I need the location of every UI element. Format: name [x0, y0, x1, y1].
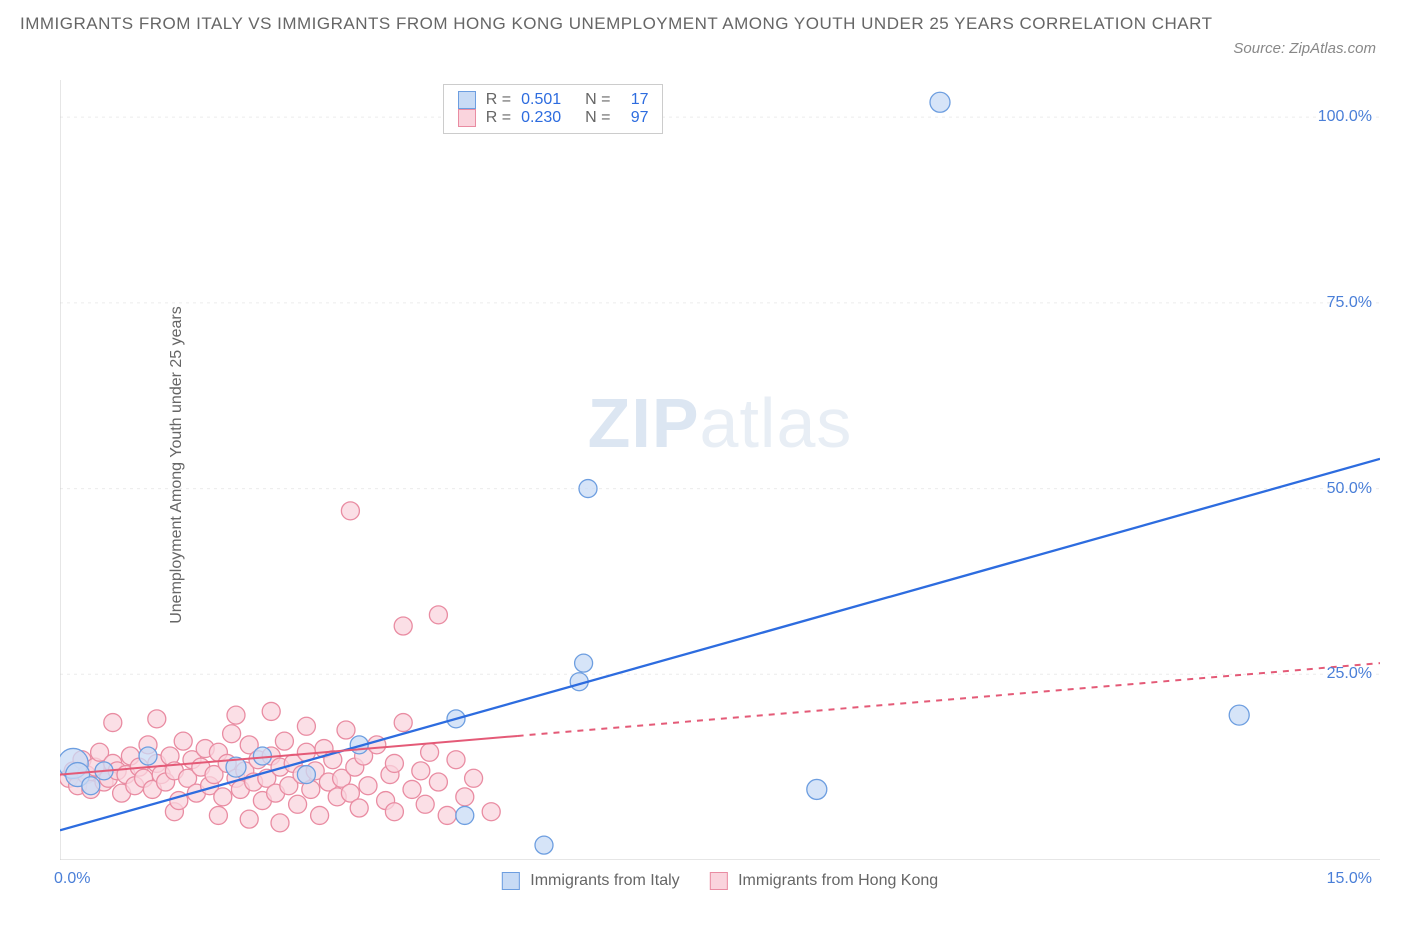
source-attribution: Source: ZipAtlas.com: [1233, 40, 1376, 57]
plot-area: ZIPatlas R =0.501N =17R =0.230N =97 Immi…: [60, 80, 1380, 860]
stat-r-label: R =: [486, 109, 511, 127]
legend-item-italy: Immigrants from Italy: [502, 872, 680, 890]
y-tick-label: 25.0%: [1327, 665, 1372, 683]
x-axis-min-label: 0.0%: [54, 870, 90, 888]
stat-r-value: 0.230: [521, 109, 575, 127]
y-tick-label: 75.0%: [1327, 294, 1372, 312]
y-tick-label: 50.0%: [1327, 480, 1372, 498]
chart-svg: [60, 80, 1380, 860]
stat-n-value: 17: [620, 91, 648, 109]
y-tick-label: 100.0%: [1318, 108, 1372, 126]
stat-legend: R = 0.501 N = 17 R = 0.230 N = 97: [443, 84, 664, 134]
x-axis-legend: Immigrants from Italy Immigrants from Ho…: [502, 872, 938, 890]
stat-legend-row: R = 0.230 N = 97: [458, 109, 649, 127]
stat-n-value: 97: [620, 109, 648, 127]
x-axis-max-label: 15.0%: [1327, 870, 1372, 888]
legend-swatch-italy: [502, 872, 520, 890]
legend-label-hongkong: Immigrants from Hong Kong: [738, 872, 938, 889]
legend-item-hongkong: Immigrants from Hong Kong: [710, 872, 939, 890]
source-name: ZipAtlas.com: [1289, 40, 1376, 57]
stat-r-value: 0.501: [521, 91, 575, 109]
stat-legend-row: R = 0.501 N = 17: [458, 91, 649, 109]
stat-n-label: N =: [585, 109, 610, 127]
stat-legend-swatch: [458, 91, 476, 109]
legend-label-italy: Immigrants from Italy: [530, 872, 679, 889]
chart-title: IMMIGRANTS FROM ITALY VS IMMIGRANTS FROM…: [20, 10, 1376, 39]
legend-swatch-hongkong: [710, 872, 728, 890]
stat-n-label: N =: [585, 91, 610, 109]
stat-legend-swatch: [458, 109, 476, 127]
stat-r-label: R =: [486, 91, 511, 109]
